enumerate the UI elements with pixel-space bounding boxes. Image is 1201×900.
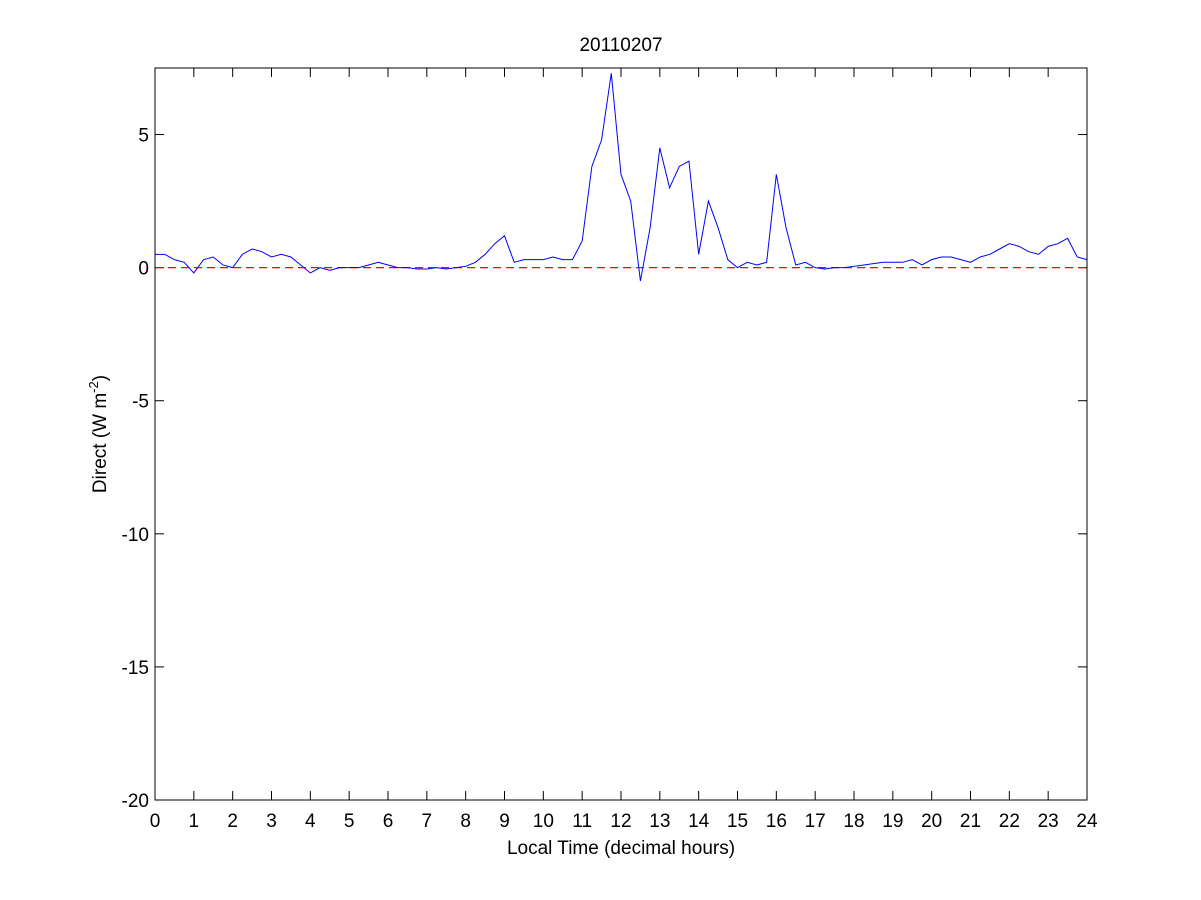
- y-tick-label: 5: [138, 126, 149, 147]
- plot-frame: [154, 67, 1088, 801]
- y-tick-label: -5: [132, 392, 149, 413]
- y-tick-label: -20: [122, 791, 149, 812]
- x-tick-label: 19: [882, 811, 903, 832]
- x-tick-label: 20: [921, 811, 942, 832]
- x-tick-label: 8: [460, 811, 471, 832]
- x-tick-label: 22: [999, 811, 1020, 832]
- x-tick-label: 2: [227, 811, 238, 832]
- y-label-text: Direct (W m: [90, 393, 111, 493]
- y-label-suffix: ): [90, 375, 111, 381]
- x-tick-label: 4: [305, 811, 316, 832]
- x-tick-label: 10: [533, 811, 554, 832]
- x-tick-label: 6: [383, 811, 394, 832]
- y-tick-label: 0: [138, 259, 149, 280]
- x-tick-label: 3: [266, 811, 277, 832]
- x-tick-label: 16: [766, 811, 787, 832]
- x-tick-label: 1: [189, 811, 200, 832]
- x-tick-label: 21: [960, 811, 981, 832]
- x-tick-label: 9: [499, 811, 510, 832]
- data-line: [155, 73, 1088, 282]
- x-tick-label: 13: [649, 811, 670, 832]
- x-tick-label: 24: [1076, 811, 1098, 832]
- x-tick-label: 5: [344, 811, 355, 832]
- chart-title: 20110207: [579, 35, 662, 56]
- plot-area: [155, 68, 1087, 800]
- x-tick-label: 23: [1038, 811, 1059, 832]
- x-tick-label: 11: [572, 811, 592, 832]
- x-axis-label: Local Time (decimal hours): [507, 838, 735, 859]
- x-tick-label: 12: [610, 811, 631, 832]
- x-tick-label: 15: [727, 811, 748, 832]
- x-tick-label: 0: [150, 811, 161, 832]
- x-tick-label: 17: [805, 811, 826, 832]
- x-tick-label: 18: [843, 811, 864, 832]
- y-tick-label: -15: [122, 658, 149, 679]
- x-tick-label: 14: [688, 811, 710, 832]
- y-tick-label: -10: [122, 525, 149, 546]
- y-label-superscript: -2: [86, 381, 101, 393]
- x-tick-label: 7: [422, 811, 433, 832]
- y-axis-label: Direct (W m-2): [86, 375, 111, 493]
